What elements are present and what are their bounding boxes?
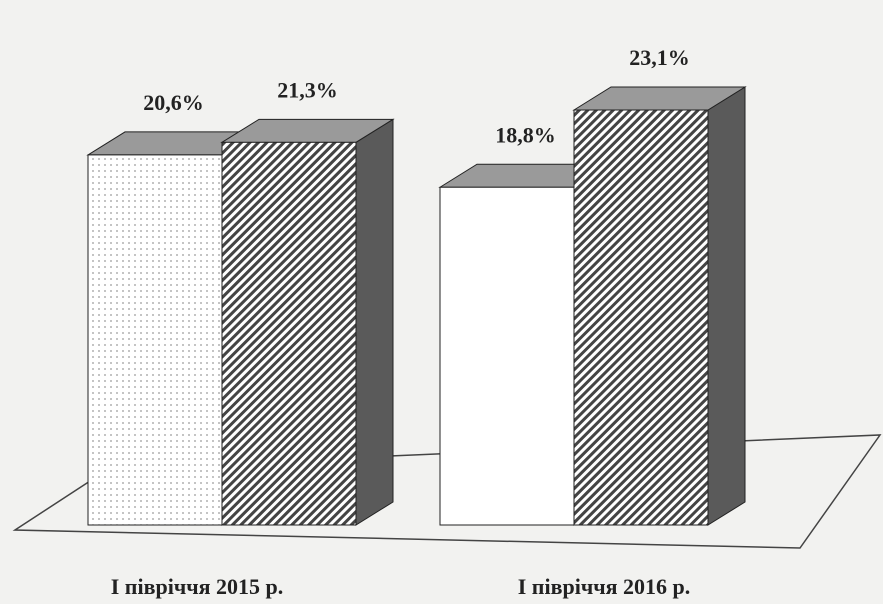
bar: [439, 186, 575, 526]
value-label: 21,3%: [277, 77, 338, 102]
x-tick-label: I півріччя 2016 р.: [518, 574, 691, 599]
x-tick-label: I півріччя 2015 р.: [111, 574, 284, 599]
floor: [12, 434, 882, 549]
bar-side: [707, 86, 746, 526]
bar-side: [355, 118, 394, 526]
bar: [573, 109, 709, 526]
value-label: 18,8%: [495, 122, 556, 147]
value-label: 23,1%: [629, 45, 690, 70]
bar: [87, 154, 223, 526]
value-label: 20,6%: [143, 90, 204, 115]
bar: [221, 141, 357, 526]
